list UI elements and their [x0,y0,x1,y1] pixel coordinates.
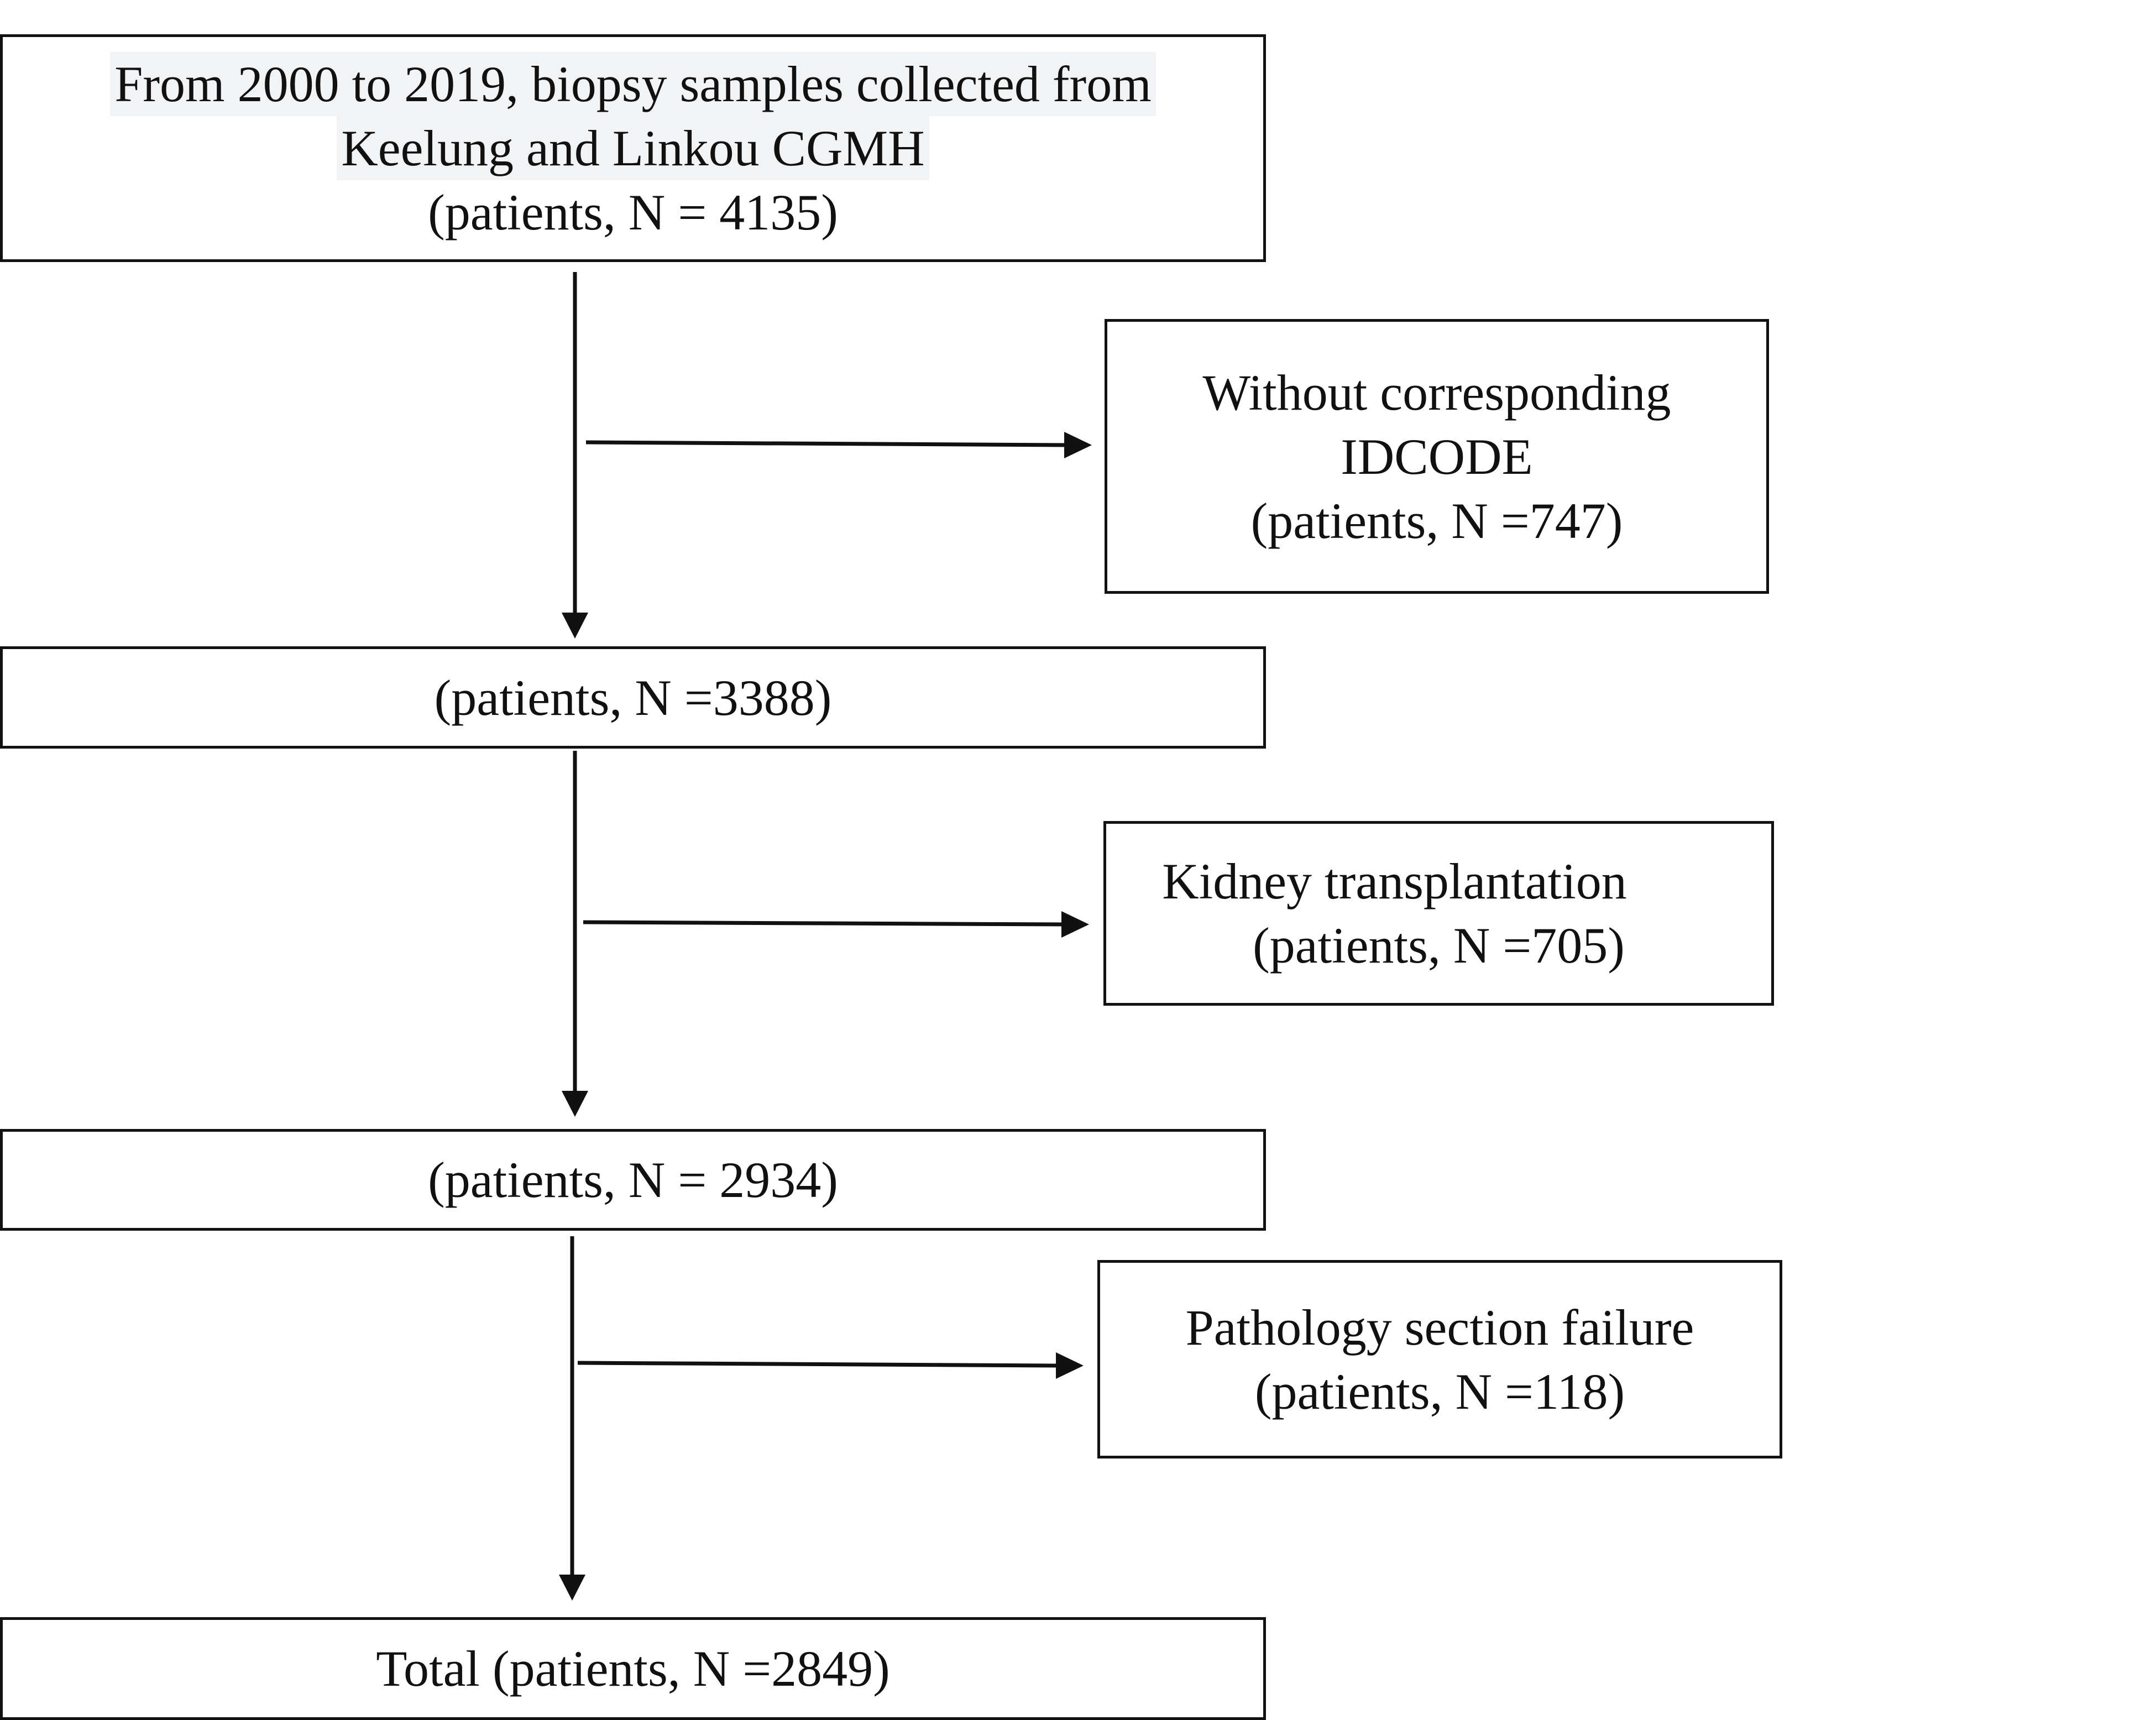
start-box: From 2000 to 2019, biopsy samples collec… [0,34,1266,262]
step-3-count: (patients, N = 2934) [428,1152,838,1208]
exclusion-1-count: (patients, N =747) [1250,492,1623,549]
final-total-count: Total (patients, N =2849) [376,1640,890,1697]
arrowhead-down-3 [559,1575,585,1601]
branch-arrow-1 [585,440,1067,447]
start-count: (patients, N = 4135) [428,184,838,241]
exclusion-1-line-2: IDCODE [1341,428,1533,485]
exclusion-2-line-1: Kidney transplantation [1162,853,1627,909]
start-line-1: From 2000 to 2019, biopsy samples collec… [110,52,1156,116]
exclusion-3-line-1: Pathology section failure [1185,1299,1694,1356]
exclusion-box-kidney-transplantation: Kidney transplantation (patients, N =705… [1103,821,1774,1006]
exclusion-2-count: (patients, N =705) [1253,917,1625,974]
arrowhead-right-2 [1061,911,1089,938]
step-2-box: (patients, N =3388) [0,646,1266,749]
arrowhead-down-2 [562,1091,588,1117]
branch-arrow-3 [577,1361,1059,1368]
arrowhead-down-1 [562,613,588,639]
exclusion-3-count: (patients, N =118) [1254,1363,1625,1420]
step-3-box: (patients, N = 2934) [0,1129,1266,1231]
exclusion-box-pathology-failure: Pathology section failure (patients, N =… [1097,1260,1782,1458]
final-total-box: Total (patients, N =2849) [0,1617,1266,1720]
branch-arrow-2 [583,920,1065,927]
exclusion-box-missing-idcode: Without corresponding IDCODE (patients, … [1105,319,1769,594]
start-line-2: Keelung and Linkou CGMH [337,116,929,180]
arrowhead-right-3 [1056,1352,1084,1379]
arrowhead-right-1 [1064,432,1092,458]
exclusion-1-line-1: Without corresponding [1202,364,1671,421]
step-2-count: (patients, N =3388) [434,669,832,726]
